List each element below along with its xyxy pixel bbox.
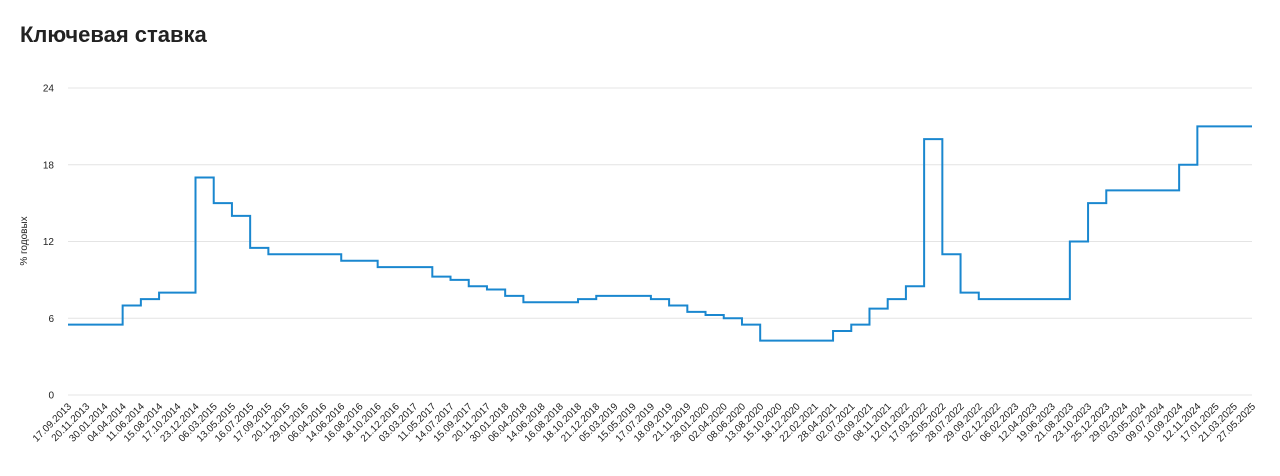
y-tick-label: 12 bbox=[43, 237, 55, 248]
y-tick-label: 24 bbox=[43, 84, 55, 95]
y-tick-label: 18 bbox=[43, 160, 55, 171]
y-tick-label: 6 bbox=[48, 314, 54, 325]
chart-title: Ключевая ставка bbox=[20, 22, 208, 47]
y-tick-label: 0 bbox=[48, 391, 54, 402]
y-axis-label: % годовых bbox=[19, 216, 30, 265]
line bbox=[68, 125, 1252, 342]
